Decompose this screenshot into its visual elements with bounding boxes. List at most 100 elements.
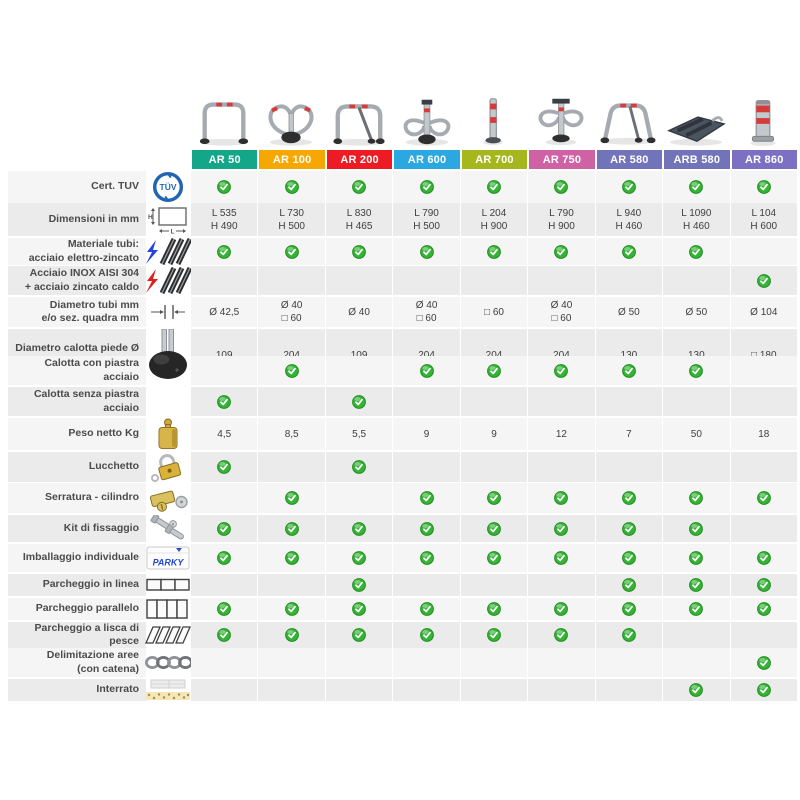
- value-cell-arb-580: Ø 50: [662, 297, 730, 327]
- spec-row-cert.-tuv: Cert. TUV TÜV: [8, 171, 797, 203]
- value-cell-ar-860: [729, 622, 797, 649]
- check-icon: [689, 363, 704, 378]
- value-cell-ar-50: [190, 544, 258, 572]
- row-icon-cell: [146, 266, 191, 295]
- row-label: Calotta senza piastra acciaio: [8, 387, 146, 416]
- check-icon: [419, 363, 434, 378]
- row-icon-cell: [146, 679, 190, 701]
- value-cell-ar-100: [257, 266, 325, 295]
- value-cell-ar-600: [392, 544, 460, 572]
- value-cell-ar-50: [190, 483, 258, 513]
- spec-row-parcheggio-in-linea: Parcheggio in linea: [8, 574, 797, 596]
- check-icon: [284, 180, 299, 194]
- check-icon: [217, 602, 232, 616]
- value-cell-ar-200: [324, 266, 393, 295]
- check-icon: [419, 491, 434, 505]
- check-icon: [352, 460, 366, 474]
- value-cell-ar-580: L 940 H 460: [594, 203, 663, 236]
- check-icon: [284, 363, 299, 378]
- value-cell-ar-860: 18: [729, 418, 797, 450]
- check-icon: [689, 244, 704, 259]
- value-cell-ar-100: [257, 171, 325, 203]
- value-cell-ar-600: [392, 622, 460, 649]
- value-cell-ar-50: L 535 H 490: [190, 203, 258, 236]
- value-cell-ar-700: [459, 356, 528, 385]
- row-icon-cell: PARKY: [146, 544, 190, 572]
- value-cell-arb-580: [662, 544, 730, 572]
- value-cell-ar-200: [324, 387, 393, 416]
- value-cell-ar-600: [392, 238, 460, 265]
- check-icon: [554, 491, 569, 505]
- row-icon-cell: [146, 418, 190, 450]
- product-header-ar-200: AR 200: [324, 150, 393, 169]
- check-icon: [554, 521, 569, 536]
- value-cell-ar-750: [527, 356, 595, 385]
- product-header-arb-580: ARB 580: [662, 150, 730, 169]
- parking-parallel-icon: [145, 599, 191, 619]
- check-icon: [689, 683, 704, 697]
- value-cell-ar-600: [392, 266, 460, 295]
- value-cell-ar-200: [324, 574, 393, 596]
- check-icon: [419, 628, 434, 643]
- value-cell-ar-700: [459, 171, 528, 203]
- value-cell-ar-860: [729, 356, 797, 385]
- value-cell-ar-600: [392, 648, 460, 677]
- row-label: Serratura - cilindro: [8, 483, 146, 513]
- check-icon: [756, 273, 771, 288]
- check-icon: [487, 628, 501, 643]
- spec-row-diametro-tubi-mm: Diametro tubi mm e/o sez. quadra mm Ø 42,…: [8, 297, 797, 327]
- spec-row-materiale-tubi:: Materiale tubi: acciaio elettro-zincato: [8, 238, 797, 265]
- value-cell-ar-600: [392, 483, 460, 513]
- value-cell-arb-580: [662, 238, 730, 265]
- row-label: Delimitazione aree (con catena): [8, 648, 146, 677]
- value-cell-ar-50: Ø 42,5: [190, 297, 258, 327]
- check-icon: [756, 551, 771, 565]
- value-cell-ar-700: [459, 622, 528, 649]
- check-icon: [487, 521, 501, 536]
- images-row-spacer-icon-col: [146, 90, 190, 148]
- value-cell-ar-750: 12: [527, 418, 595, 450]
- check-icon: [217, 180, 232, 194]
- value-cell-ar-700: [459, 679, 528, 701]
- product-image-ar-750: [527, 90, 595, 148]
- value-cell-ar-750: [527, 452, 595, 482]
- product-header-row: AR 50 AR 100 AR 200 AR 600 AR 700 AR 750 AR 58…: [8, 150, 797, 169]
- value-cell-ar-580: [594, 387, 663, 416]
- buried-icon: [145, 679, 191, 701]
- row-label: Dimensioni in mm: [8, 203, 146, 236]
- value-cell-ar-750: [527, 266, 595, 295]
- value-cell-ar-700: [459, 574, 528, 596]
- check-icon: [487, 491, 501, 505]
- value-cell-ar-200: [324, 515, 393, 542]
- packaging-icon: PARKY: [145, 544, 191, 572]
- weight-icon: [156, 418, 180, 450]
- check-icon: [621, 363, 636, 378]
- tuv-icon: TÜV: [152, 171, 184, 203]
- value-cell-ar-200: [324, 679, 393, 701]
- value-cell-arb-580: [662, 679, 730, 701]
- check-icon: [352, 394, 366, 409]
- value-cell-ar-580: [594, 171, 663, 203]
- check-icon: [554, 551, 569, 565]
- value-cell-ar-50: [190, 171, 258, 203]
- check-icon: [284, 521, 299, 536]
- value-cell-ar-200: [324, 356, 393, 385]
- value-cell-arb-580: [662, 622, 730, 649]
- value-cell-arb-580: [662, 648, 730, 677]
- check-icon: [621, 551, 636, 565]
- value-cell-ar-750: [527, 483, 595, 513]
- product-image-ar-50: [190, 90, 258, 148]
- value-cell-ar-750: [527, 679, 595, 701]
- value-cell-ar-200: [324, 544, 393, 572]
- product-image-arb-580: [662, 90, 730, 148]
- product-image-ar-100: [257, 90, 325, 148]
- value-cell-arb-580: [662, 515, 730, 542]
- check-icon: [621, 578, 636, 592]
- product-comparison-table: AR 50 AR 100 AR 200 AR 600 AR 700 AR 750 AR 58…: [8, 90, 797, 701]
- value-cell-ar-580: [594, 648, 663, 677]
- product-header-ar-600: AR 600: [392, 150, 460, 169]
- check-icon: [689, 551, 704, 565]
- check-icon: [284, 602, 299, 616]
- tube-diameter-icon: [148, 301, 188, 323]
